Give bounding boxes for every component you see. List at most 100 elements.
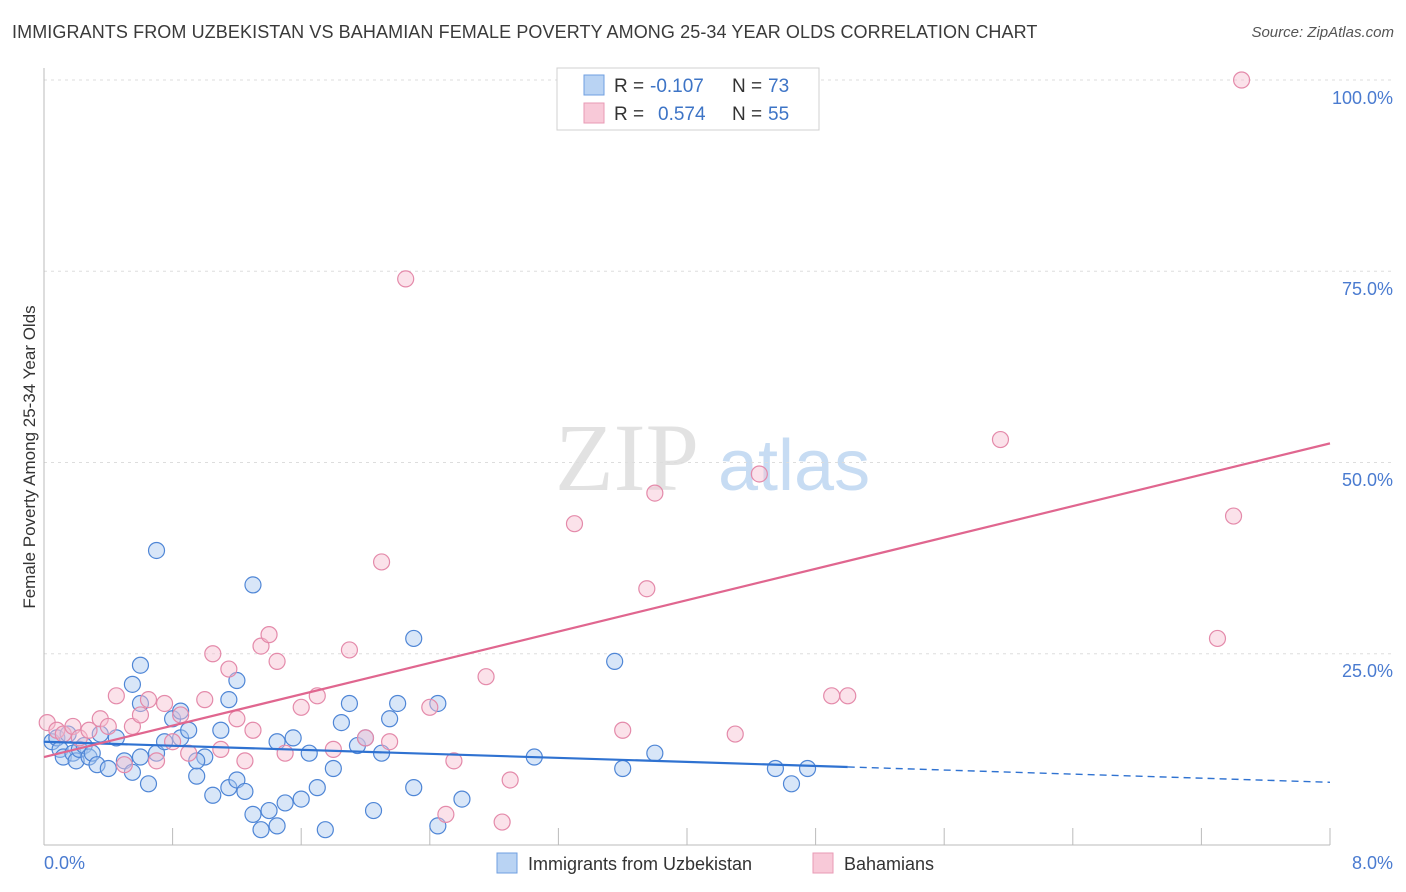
uzbekistan-point bbox=[172, 702, 190, 720]
uzbekistan-point bbox=[131, 748, 150, 766]
uzbekistan-point bbox=[244, 805, 262, 824]
legend-swatch-uzbekistan bbox=[583, 74, 605, 96]
x-tick-label-min: 0.0% bbox=[44, 853, 85, 873]
uzbekistan-point bbox=[606, 652, 624, 671]
uzbekistan-point bbox=[268, 817, 286, 835]
bahamians-point bbox=[180, 744, 198, 762]
uzbekistan-point bbox=[284, 729, 302, 747]
bahamians-point bbox=[839, 687, 857, 705]
bahamians-point bbox=[244, 721, 262, 739]
y-tick-label-50: 50.0% bbox=[1342, 470, 1393, 490]
series-bahamians-points bbox=[38, 71, 1251, 831]
uzbekistan-point bbox=[766, 759, 785, 778]
uzbekistan-point bbox=[180, 721, 198, 739]
y-tick-label-100: 100.0% bbox=[1332, 88, 1393, 108]
bahamians-point bbox=[292, 698, 310, 716]
bahamians-point bbox=[147, 752, 166, 770]
legend-n-label-bahamians: N = bbox=[732, 104, 762, 125]
watermark-zip: ZIP bbox=[555, 404, 699, 511]
trend-line-uzbekistan-extrapolated bbox=[847, 766, 1331, 783]
bahamians-point bbox=[381, 733, 399, 751]
bahamians-point bbox=[445, 752, 463, 770]
y-tick-label-25: 25.0% bbox=[1342, 661, 1393, 681]
uzbekistan-point bbox=[405, 779, 423, 797]
bahamians-point bbox=[324, 740, 342, 758]
uzbekistan-point bbox=[364, 801, 383, 820]
bahamians-point bbox=[1224, 507, 1243, 525]
bahamians-point bbox=[726, 725, 744, 743]
bahamians-point bbox=[131, 706, 150, 724]
bahamians-point bbox=[172, 706, 190, 724]
uzbekistan-point bbox=[646, 744, 664, 762]
bahamians-point bbox=[493, 813, 511, 831]
uzbekistan-point bbox=[123, 675, 142, 693]
bahamians-point bbox=[80, 721, 98, 739]
bottom-legend: Immigrants from Uzbekistan Bahamians bbox=[496, 852, 934, 874]
bahamians-point bbox=[372, 553, 391, 571]
uzbekistan-point bbox=[276, 794, 294, 812]
uzbekistan-point bbox=[405, 629, 423, 648]
uzbekistan-point bbox=[260, 801, 278, 820]
trend-line-uzbekistan bbox=[43, 740, 848, 769]
bahamians-point bbox=[196, 691, 214, 709]
uzbekistan-point bbox=[292, 790, 310, 808]
uzbekistan-point bbox=[88, 756, 106, 774]
top-legend: R = -0.107 N = 73 R = 0.574 N = 55 bbox=[556, 67, 820, 131]
legend-r-label-bahamians: R = bbox=[614, 104, 644, 125]
bahamians-point bbox=[437, 805, 455, 824]
bahamians-point bbox=[139, 691, 158, 709]
uzbekistan-point bbox=[99, 759, 117, 778]
uzbekistan-point bbox=[188, 767, 206, 785]
uzbekistan-point bbox=[798, 759, 817, 778]
chart-title: IMMIGRANTS FROM UZBEKISTAN VS BAHAMIAN F… bbox=[12, 22, 1038, 42]
uzbekistan-point bbox=[614, 759, 632, 778]
uzbekistan-point bbox=[453, 790, 471, 808]
legend-n-value-uzbekistan: 73 bbox=[768, 76, 789, 97]
bahamians-point bbox=[115, 756, 133, 774]
legend-r-value-bahamians: 0.574 bbox=[658, 104, 706, 125]
uzbekistan-point bbox=[244, 576, 262, 594]
y-tick-label-75: 75.0% bbox=[1342, 279, 1393, 299]
series-uzbekistan-points bbox=[43, 541, 817, 839]
uzbekistan-point bbox=[389, 694, 407, 713]
uzbekistan-point bbox=[196, 748, 214, 766]
bahamians-point bbox=[107, 687, 125, 705]
legend-r-value-uzbekistan: -0.107 bbox=[650, 76, 704, 97]
uzbekistan-point bbox=[332, 713, 350, 732]
bahamians-point bbox=[220, 660, 238, 678]
bahamians-point bbox=[614, 721, 632, 739]
x-minor-ticks bbox=[172, 828, 1331, 845]
x-tick-label-max: 8.0% bbox=[1352, 853, 1393, 873]
uzbekistan-point bbox=[308, 779, 326, 797]
uzbekistan-point bbox=[381, 710, 399, 728]
bahamians-point bbox=[164, 733, 182, 751]
bahamians-point bbox=[1232, 71, 1251, 89]
watermark-atlas: atlas bbox=[718, 426, 870, 506]
bahamians-point bbox=[750, 465, 768, 483]
bahamians-point bbox=[212, 740, 230, 758]
y-axis-label: Female Poverty Among 25-34 Year Olds bbox=[20, 305, 39, 608]
legend-r-label-uzbekistan: R = bbox=[614, 76, 644, 97]
legend-n-value-bahamians: 55 bbox=[768, 104, 789, 125]
bottom-legend-swatch-uzbekistan bbox=[496, 852, 518, 874]
bottom-legend-swatch-bahamians bbox=[812, 852, 834, 874]
bahamians-point bbox=[397, 270, 415, 288]
bottom-legend-label-uzbekistan: Immigrants from Uzbekistan bbox=[528, 854, 752, 874]
legend-n-label-uzbekistan: N = bbox=[732, 76, 762, 97]
gridlines bbox=[44, 79, 1392, 655]
uzbekistan-point bbox=[429, 694, 447, 713]
bahamians-point bbox=[991, 430, 1010, 449]
uzbekistan-point bbox=[147, 541, 166, 560]
bahamians-point bbox=[477, 668, 495, 686]
bahamians-point bbox=[501, 771, 519, 789]
uzbekistan-point bbox=[204, 786, 222, 804]
bahamians-point bbox=[356, 729, 375, 747]
bahamians-point bbox=[236, 752, 254, 770]
bahamians-point bbox=[340, 641, 359, 659]
bahamians-point bbox=[565, 515, 584, 533]
bahamians-point bbox=[155, 694, 174, 713]
bahamians-point bbox=[99, 717, 117, 736]
uzbekistan-point bbox=[340, 694, 359, 713]
uzbekistan-point bbox=[782, 775, 801, 793]
